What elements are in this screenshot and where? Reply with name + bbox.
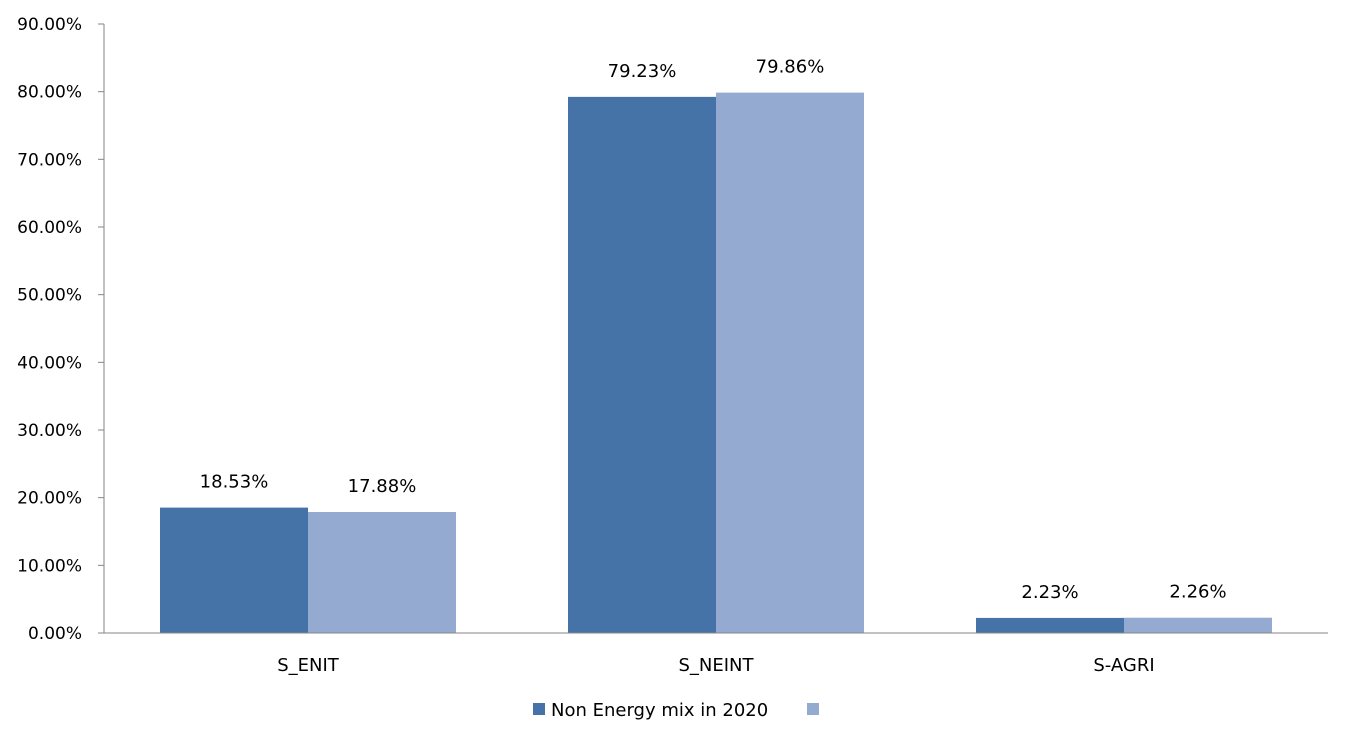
y-tick-label: 40.00% [17,353,82,373]
data-label: 18.53% [200,472,269,493]
bar-series-2-S-AGRI [1124,617,1272,633]
bar-series-2-S_NEINT [716,92,864,633]
x-category-label: S-AGRI [1093,655,1154,676]
x-category-label: S_NEINT [678,655,754,676]
y-tick-label: 80.00% [17,83,82,103]
y-axis-ticks: 0.00% 10.00% 20.00% 30.00% 40.00% 50.00% 60.00… [17,15,104,644]
y-tick-label: 60.00% [17,218,82,238]
y-tick-label: 0.00% [28,624,82,644]
bar-series-1-S_NEINT [568,96,716,633]
y-tick-label: 50.00% [17,286,82,306]
data-labels: 18.53% 17.88% 79.23% 79.86% 2.23% 2.26% [200,57,1227,603]
y-tick-label: 90.00% [17,15,82,35]
bars [160,92,1272,633]
y-tick-label: 10.00% [17,556,82,576]
legend-swatch-series-2 [807,703,819,715]
y-tick-label: 20.00% [17,489,82,509]
x-category-label: S_ENIT [277,655,340,676]
bar-series-2-S_ENIT [308,512,456,633]
y-tick-label: 30.00% [17,421,82,441]
legend: Non Energy mix in 2020 [533,700,819,721]
legend-label-series-1: Non Energy mix in 2020 [551,700,768,721]
data-label: 2.26% [1169,582,1226,603]
x-axis-labels: S_ENIT S_NEINT S-AGRI [277,655,1154,676]
legend-swatch-series-1 [533,703,545,715]
data-label: 79.23% [608,61,677,82]
y-tick-label: 70.00% [17,150,82,170]
bar-series-1-S_ENIT [160,507,308,633]
data-label: 2.23% [1021,582,1078,603]
data-label: 17.88% [348,476,417,497]
data-label: 79.86% [756,57,825,78]
bar-series-1-S-AGRI [976,617,1124,633]
